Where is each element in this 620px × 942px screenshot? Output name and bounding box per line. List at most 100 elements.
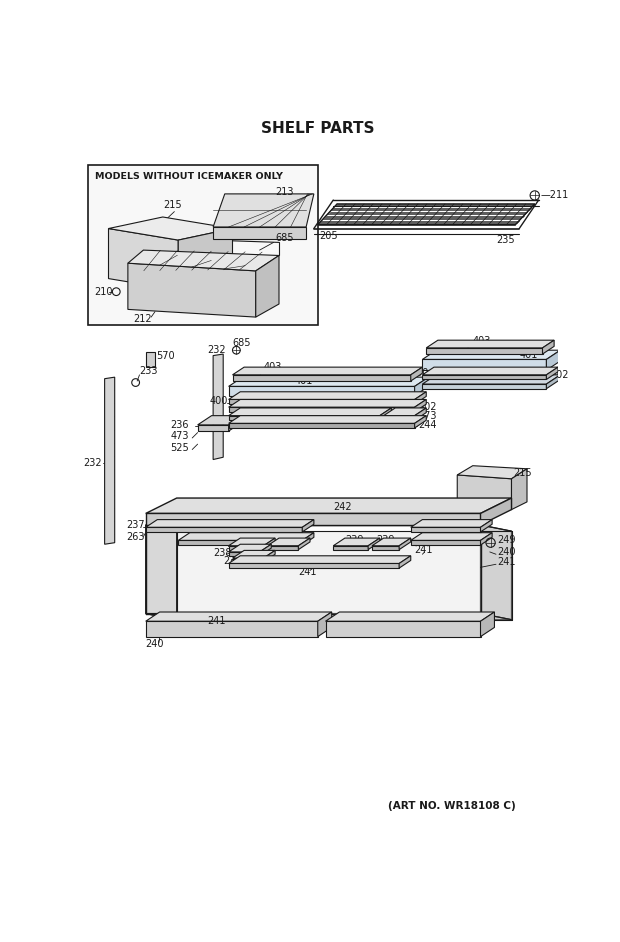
Polygon shape	[213, 227, 306, 238]
Polygon shape	[422, 360, 546, 370]
Text: 215: 215	[162, 201, 182, 210]
Polygon shape	[198, 425, 229, 431]
Bar	[88, 166, 317, 325]
Polygon shape	[179, 229, 232, 290]
Text: 235: 235	[496, 236, 515, 245]
Polygon shape	[232, 550, 275, 558]
Polygon shape	[317, 612, 332, 637]
Polygon shape	[427, 340, 554, 348]
Polygon shape	[229, 415, 379, 420]
Polygon shape	[105, 377, 115, 544]
Polygon shape	[229, 415, 427, 423]
Text: SHELF PARTS: SHELF PARTS	[261, 121, 374, 136]
Polygon shape	[146, 520, 314, 528]
Text: 239: 239	[345, 535, 363, 544]
Polygon shape	[379, 408, 391, 420]
Polygon shape	[384, 408, 427, 415]
Polygon shape	[264, 538, 275, 549]
Text: 215: 215	[513, 468, 532, 479]
Polygon shape	[146, 525, 177, 620]
Polygon shape	[229, 556, 410, 563]
Polygon shape	[384, 415, 415, 420]
Text: 402: 402	[418, 402, 437, 413]
Polygon shape	[415, 399, 427, 412]
Text: 551: 551	[193, 530, 213, 540]
Polygon shape	[372, 538, 410, 545]
Polygon shape	[260, 544, 272, 556]
Polygon shape	[108, 217, 232, 240]
Polygon shape	[146, 621, 317, 637]
Polygon shape	[427, 348, 542, 354]
Polygon shape	[410, 532, 492, 541]
Polygon shape	[146, 351, 155, 367]
Text: 473: 473	[418, 412, 437, 421]
Text: 401: 401	[520, 349, 538, 360]
Polygon shape	[480, 612, 495, 637]
Polygon shape	[229, 408, 391, 415]
Text: 205: 205	[319, 231, 338, 241]
Polygon shape	[372, 545, 399, 549]
Text: 241: 241	[208, 616, 226, 626]
Polygon shape	[303, 520, 314, 532]
Text: 570: 570	[156, 350, 175, 361]
Text: 244: 244	[418, 420, 437, 430]
Text: 525: 525	[170, 443, 189, 453]
Polygon shape	[415, 415, 427, 428]
Polygon shape	[422, 367, 558, 375]
Polygon shape	[229, 415, 242, 431]
Polygon shape	[177, 531, 512, 620]
Polygon shape	[368, 538, 379, 549]
Polygon shape	[415, 392, 427, 404]
Text: 212: 212	[133, 315, 152, 324]
Polygon shape	[229, 423, 415, 428]
Text: 240: 240	[146, 640, 164, 649]
Polygon shape	[179, 532, 314, 541]
Polygon shape	[334, 538, 379, 545]
Text: 240: 240	[497, 547, 516, 557]
Text: 403: 403	[264, 362, 282, 372]
Polygon shape	[422, 350, 560, 360]
Polygon shape	[480, 520, 492, 532]
Polygon shape	[458, 475, 512, 510]
Polygon shape	[146, 513, 480, 525]
Text: 241: 241	[298, 567, 317, 577]
Polygon shape	[229, 399, 415, 404]
Polygon shape	[128, 263, 255, 317]
Text: 473: 473	[170, 431, 189, 442]
Polygon shape	[232, 375, 410, 381]
Text: 685: 685	[275, 233, 294, 243]
Text: 238: 238	[213, 548, 232, 559]
Text: 249: 249	[497, 535, 516, 545]
Text: 403: 403	[472, 336, 491, 346]
Polygon shape	[229, 399, 427, 407]
Polygon shape	[298, 538, 310, 549]
Polygon shape	[229, 407, 415, 412]
Text: 242: 242	[334, 502, 352, 512]
Text: 232: 232	[84, 459, 102, 468]
Polygon shape	[334, 545, 368, 549]
Text: 236: 236	[170, 420, 189, 430]
Polygon shape	[410, 528, 480, 532]
Text: 213: 213	[275, 187, 294, 197]
Polygon shape	[267, 538, 310, 545]
Text: 400: 400	[210, 396, 228, 406]
Polygon shape	[546, 375, 560, 389]
Polygon shape	[198, 415, 242, 425]
Polygon shape	[415, 377, 428, 396]
Polygon shape	[422, 375, 560, 384]
Polygon shape	[146, 612, 332, 621]
Polygon shape	[229, 392, 427, 399]
Polygon shape	[229, 386, 415, 396]
Text: 233: 233	[140, 366, 158, 376]
Text: 237: 237	[223, 556, 242, 566]
Text: 401: 401	[294, 376, 313, 386]
Polygon shape	[480, 498, 511, 525]
Text: 239: 239	[376, 535, 394, 544]
Polygon shape	[326, 621, 480, 637]
Polygon shape	[458, 465, 527, 479]
Polygon shape	[255, 255, 279, 317]
Text: 210: 210	[94, 286, 113, 297]
Polygon shape	[232, 558, 264, 562]
Polygon shape	[229, 538, 275, 545]
Polygon shape	[267, 545, 298, 549]
